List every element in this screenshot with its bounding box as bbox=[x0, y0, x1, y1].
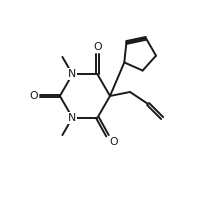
Text: N: N bbox=[68, 69, 76, 79]
Text: O: O bbox=[109, 137, 118, 147]
Text: O: O bbox=[93, 42, 102, 52]
Text: N: N bbox=[68, 113, 76, 123]
Text: O: O bbox=[30, 91, 38, 101]
